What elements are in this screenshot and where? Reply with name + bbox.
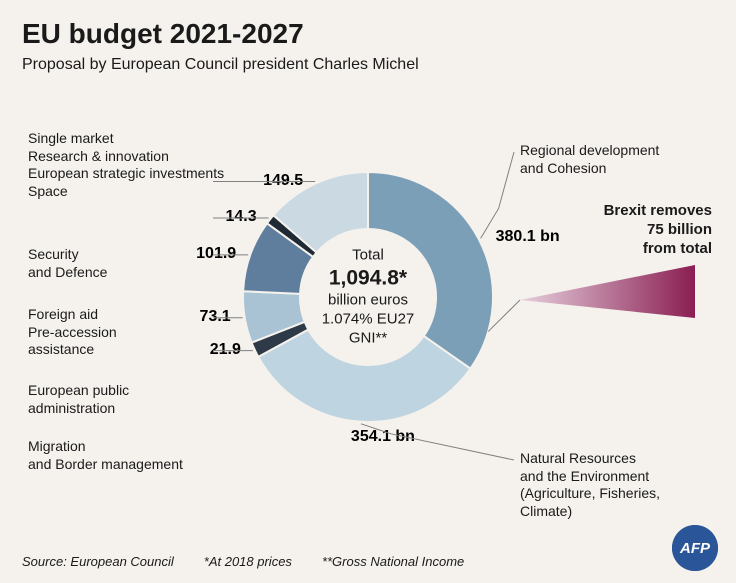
chart-title: EU budget 2021-2027 [22,18,714,50]
segment-value-migration: 21.9 [191,341,241,359]
segment-label-text-foreignaid: Foreign aid Pre-accession assistance [28,306,117,359]
segment-label-natural: Natural Resources and the Environment (A… [520,450,714,520]
donut-chart: Total 1,094.8* billion euros 1.074% EU27… [22,82,714,512]
footnote-1: *At 2018 prices [204,554,292,569]
infographic-container: EU budget 2021-2027 Proposal by European… [0,0,736,583]
segment-value-regional: 380.1 bn [496,228,560,246]
segment-value-security: 14.3 [207,208,257,226]
total-value: 1,094.8* [322,265,415,291]
segment-label-publicadmin: European public administration [28,382,129,417]
segment-value-single: 149.5 [253,172,303,190]
segment-label-text-publicadmin: European public administration [28,382,129,417]
segment-label-regional: Regional development and Cohesion [520,142,659,177]
footer: Source: European Council *At 2018 prices… [22,554,714,569]
segment-value-natural: 354.1 bn [351,428,415,446]
chart-subtitle: Proposal by European Council president C… [22,56,714,74]
segment-label-foreignaid: Foreign aid Pre-accession assistance [28,306,117,359]
segment-label-text-natural: Natural Resources and the Environment (A… [520,450,714,520]
segment-label-security: Security and Defence [28,246,107,281]
segment-label-text-single: Single market Research & innovation Euro… [28,130,224,200]
total-unit: billion euros [322,291,415,310]
segment-label-text-migration: Migration and Border management [28,438,183,473]
source-label: Source: European Council [22,554,174,569]
segment-label-migration: Migration and Border management [28,438,183,473]
brexit-wedge [520,260,720,360]
afp-badge: AFP [672,525,718,571]
segment-label-text-regional: Regional development and Cohesion [520,142,659,177]
gni-line: 1.074% EU27 GNI** [322,310,415,348]
segment-label-text-security: Security and Defence [28,246,107,281]
segment-value-publicadmin: 73.1 [181,308,231,326]
brexit-label: Brexit removes 75 billion from total [562,202,712,258]
donut-center-text: Total 1,094.8* billion euros 1.074% EU27… [322,246,415,347]
footnote-2: **Gross National Income [322,554,464,569]
segment-value-foreignaid: 101.9 [186,245,236,263]
afp-text: AFP [679,540,711,557]
segment-label-single: Single market Research & innovation Euro… [28,130,224,200]
total-label: Total [322,246,415,265]
